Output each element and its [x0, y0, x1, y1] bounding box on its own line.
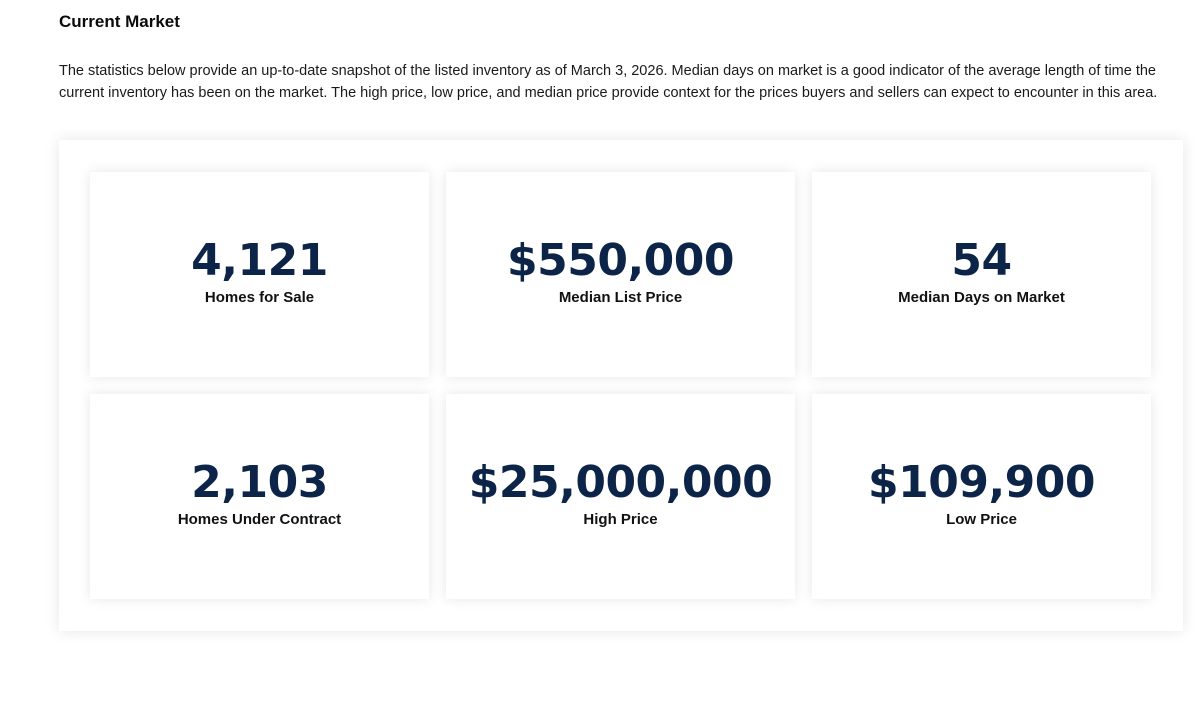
- stat-value: $25,000,000: [468, 457, 773, 508]
- market-stats-panel: 4,121 Homes for Sale $550,000 Median Lis…: [59, 140, 1183, 631]
- stat-value: 54: [951, 235, 1012, 286]
- stat-label: Homes Under Contract: [177, 511, 342, 528]
- stat-label: Median Days on Market: [898, 289, 1065, 306]
- stat-value: 2,103: [191, 457, 328, 508]
- stat-label: Median List Price: [558, 289, 683, 306]
- stat-card-median-days-on-market: 54 Median Days on Market: [812, 172, 1151, 377]
- stat-card-homes-under-contract: 2,103 Homes Under Contract: [90, 394, 429, 599]
- section-title: Current Market: [59, 12, 180, 31]
- stat-value: $109,900: [867, 457, 1096, 508]
- stat-label: High Price: [583, 511, 658, 528]
- stat-card-homes-for-sale: 4,121 Homes for Sale: [90, 172, 429, 377]
- stat-value: $550,000: [506, 235, 735, 286]
- stat-card-median-list-price: $550,000 Median List Price: [446, 172, 795, 377]
- market-intro-text: The statistics below provide an up-to-da…: [59, 63, 1158, 101]
- stat-card-high-price: $25,000,000 High Price: [446, 394, 795, 599]
- stat-value: 4,121: [191, 235, 328, 286]
- stat-card-low-price: $109,900 Low Price: [812, 394, 1151, 599]
- stat-label: Low Price: [946, 511, 1017, 528]
- stat-label: Homes for Sale: [204, 289, 315, 306]
